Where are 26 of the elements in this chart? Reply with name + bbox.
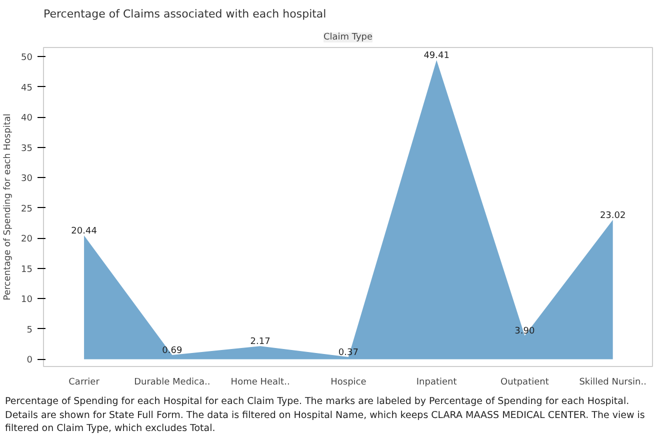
text: Percentage of Spending for each Hospital for each Claim Type. The marks are labeled by Percentage of Spending for each Hospital. Details are shown for State Full Form. The data is filtered on Hospital Name, which keeps CLARA MAASS MEDICAL CENTER. The view is filtered on Claim Type, which excludes Total. [5, 395, 645, 436]
y-tick-label: 5 [26, 325, 33, 336]
y-tick-label: 35 [21, 144, 32, 154]
y-tick-label: 40 [21, 114, 33, 124]
data-label: 20.44 [71, 226, 98, 237]
y-tick-label: 50 [21, 53, 33, 64]
x-tick-label: Durable Medica.. [134, 378, 210, 388]
y-tick-label: 45 [21, 83, 32, 94]
y-tick-label: 20 [21, 234, 33, 245]
x-tick-label: Skilled Nursin.. [579, 378, 646, 388]
data-label: 49.41 [424, 51, 450, 62]
y-axis-title: Percentage of Spending for each Hospital [3, 114, 14, 300]
data-label: 2.17 [250, 337, 270, 348]
x-tick-label: Outpatient [500, 378, 550, 388]
y-tick-label: 25 [21, 204, 32, 214]
chart-title: Percentage of Claims associated with each hospital [44, 8, 326, 20]
x-axis-title: Claim Type [323, 32, 374, 42]
x-tick-label: Inpatient [416, 378, 458, 388]
y-tick-label: 30 [21, 174, 33, 184]
y-tick-label: 10 [21, 295, 33, 306]
x-tick-label: Carrier [68, 378, 100, 388]
x-tick-label: Hospice [330, 378, 367, 388]
y-tick-label: 15 [21, 264, 32, 275]
data-label: 23.02 [600, 210, 626, 221]
x-tick-label: Home Healt.. [230, 378, 290, 388]
y-tick-label: 0 [26, 356, 33, 366]
